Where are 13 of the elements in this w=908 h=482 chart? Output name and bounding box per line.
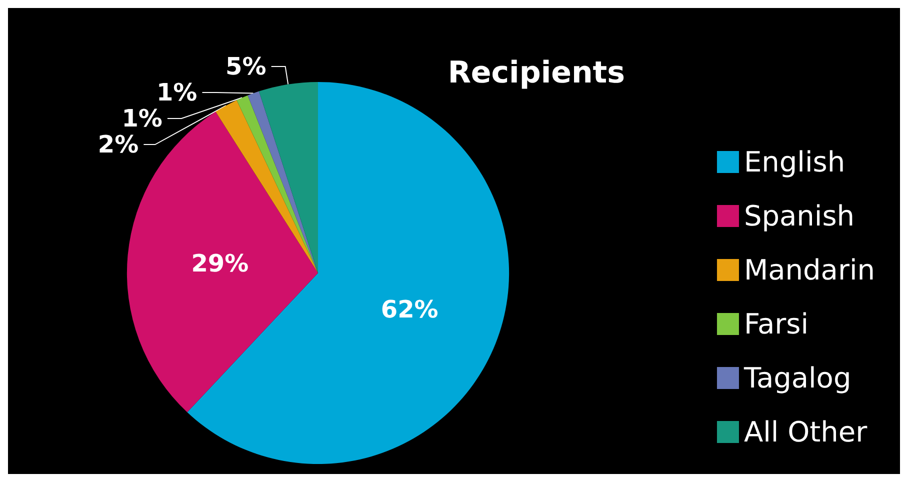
- data-label: 2%: [98, 130, 139, 159]
- legend-label: All Other: [744, 416, 868, 448]
- data-label: 29%: [191, 250, 249, 278]
- data-label: 5%: [226, 52, 266, 81]
- legend-label: Farsi: [744, 308, 809, 340]
- chart-title: Recipients: [448, 56, 626, 90]
- data-label: 1%: [122, 104, 162, 133]
- legend-label: Mandarin: [744, 254, 875, 286]
- legend-label: Tagalog: [742, 362, 852, 394]
- legend-label: English: [744, 146, 846, 178]
- legend-label: Spanish: [744, 200, 855, 232]
- data-label: 1%: [156, 78, 198, 107]
- data-label: 62%: [380, 295, 438, 324]
